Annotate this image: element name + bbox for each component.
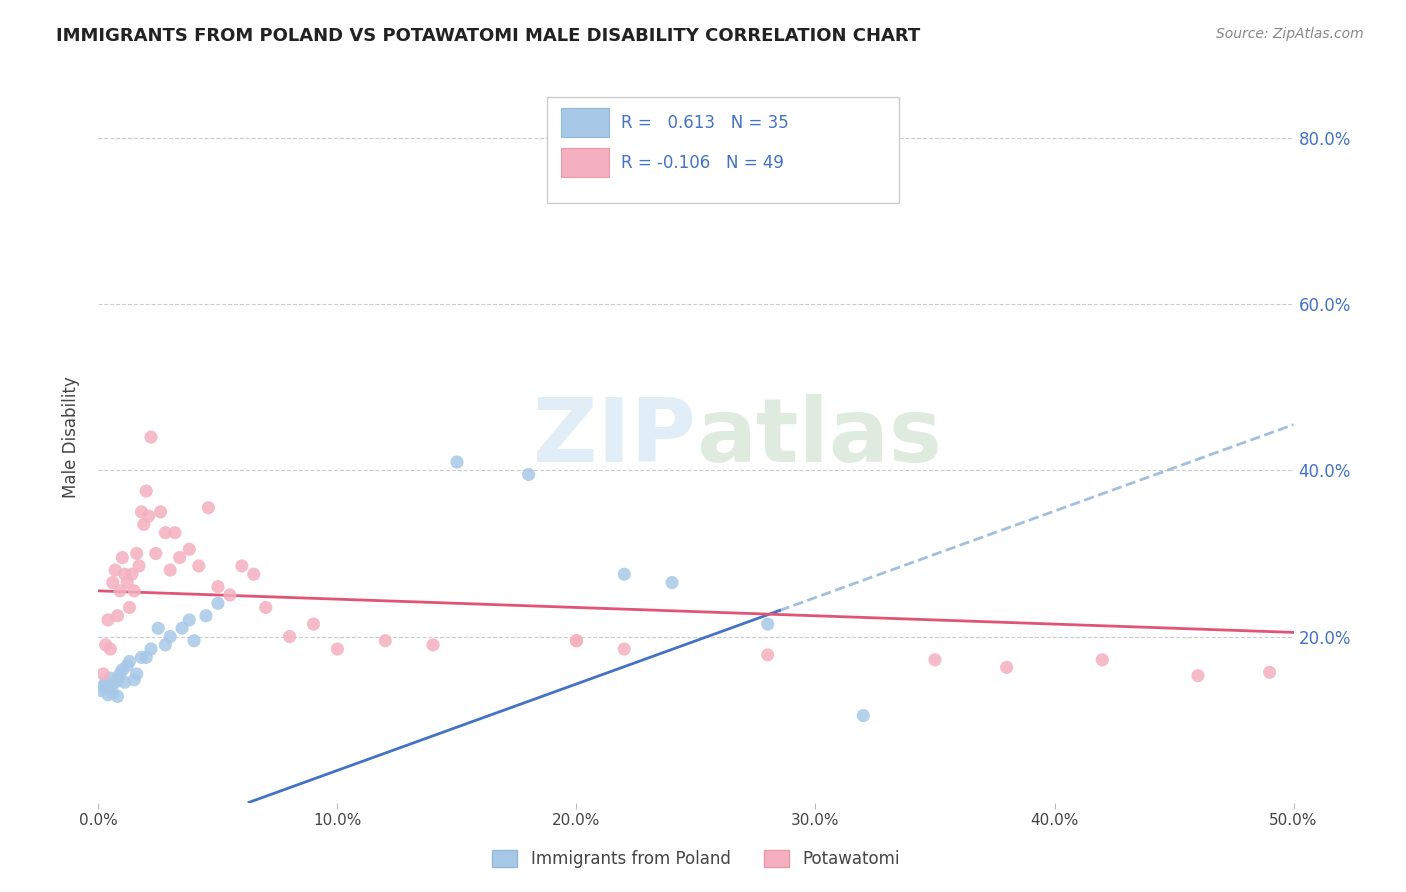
Y-axis label: Male Disability: Male Disability — [62, 376, 80, 498]
Point — [852, 708, 875, 723]
Point — [114, 675, 136, 690]
Point — [155, 638, 177, 652]
Legend: Immigrants from Poland, Potawatomi: Immigrants from Poland, Potawatomi — [485, 844, 907, 875]
Point — [613, 642, 636, 657]
Text: Source: ZipAtlas.com: Source: ZipAtlas.com — [1216, 27, 1364, 41]
Point — [91, 680, 114, 694]
Point — [128, 558, 150, 573]
Point — [108, 667, 131, 681]
Point — [197, 500, 219, 515]
Point — [139, 642, 162, 657]
Point — [187, 558, 209, 573]
Point — [179, 613, 201, 627]
Point — [115, 658, 138, 673]
Point — [302, 617, 325, 632]
Point — [135, 650, 157, 665]
Point — [111, 550, 134, 565]
Point — [254, 600, 277, 615]
Point — [108, 583, 131, 598]
Point — [132, 517, 155, 532]
Point — [91, 667, 114, 681]
Point — [163, 525, 186, 540]
FancyBboxPatch shape — [561, 108, 609, 137]
Point — [104, 563, 127, 577]
Point — [995, 660, 1018, 674]
Text: IMMIGRANTS FROM POLAND VS POTAWATOMI MALE DISABILITY CORRELATION CHART: IMMIGRANTS FROM POLAND VS POTAWATOMI MAL… — [56, 27, 921, 45]
Point — [446, 455, 468, 469]
Point — [179, 542, 201, 557]
Point — [169, 550, 191, 565]
Point — [374, 633, 396, 648]
Point — [98, 642, 122, 657]
Point — [613, 567, 636, 582]
Point — [756, 648, 779, 662]
Point — [243, 567, 266, 582]
Point — [131, 650, 153, 665]
Point — [231, 558, 253, 573]
Point — [94, 638, 117, 652]
Point — [125, 667, 148, 681]
Point — [148, 621, 170, 635]
Point — [98, 680, 122, 694]
Point — [278, 630, 301, 644]
Point — [1258, 665, 1281, 680]
Point — [195, 608, 218, 623]
Point — [118, 600, 141, 615]
Point — [138, 509, 160, 524]
Point — [111, 663, 134, 677]
Point — [121, 567, 143, 582]
Point — [94, 675, 117, 690]
Point — [97, 688, 120, 702]
Point — [149, 505, 172, 519]
Text: R = -0.106   N = 49: R = -0.106 N = 49 — [620, 153, 783, 172]
Point — [159, 563, 181, 577]
Point — [172, 621, 194, 635]
Point — [114, 567, 136, 582]
Point — [97, 613, 120, 627]
Point — [207, 580, 229, 594]
Point — [924, 653, 946, 667]
Point — [94, 681, 117, 695]
Point — [326, 642, 349, 657]
Point — [422, 638, 444, 652]
Point — [101, 686, 124, 700]
Point — [118, 655, 141, 669]
Point — [1091, 653, 1114, 667]
Point — [139, 430, 162, 444]
Point — [98, 671, 122, 685]
Point — [756, 617, 779, 632]
Point — [207, 596, 229, 610]
Text: R =   0.613   N = 35: R = 0.613 N = 35 — [620, 113, 789, 131]
Point — [107, 673, 129, 687]
Point — [90, 683, 112, 698]
FancyBboxPatch shape — [547, 97, 900, 203]
Point — [565, 633, 588, 648]
Point — [219, 588, 242, 602]
Point — [107, 690, 129, 704]
Text: atlas: atlas — [696, 393, 942, 481]
Point — [183, 633, 205, 648]
Point — [104, 675, 127, 690]
Point — [125, 546, 148, 560]
Point — [661, 575, 683, 590]
Point — [135, 484, 157, 499]
Point — [101, 575, 124, 590]
Point — [131, 505, 153, 519]
FancyBboxPatch shape — [561, 148, 609, 178]
Point — [124, 673, 146, 687]
Point — [155, 525, 177, 540]
Text: ZIP: ZIP — [533, 393, 696, 481]
Point — [517, 467, 540, 482]
Point — [115, 575, 138, 590]
Point — [107, 608, 129, 623]
Point — [145, 546, 167, 560]
Point — [159, 630, 181, 644]
Point — [124, 583, 146, 598]
Point — [1187, 668, 1209, 682]
Point — [565, 633, 588, 648]
